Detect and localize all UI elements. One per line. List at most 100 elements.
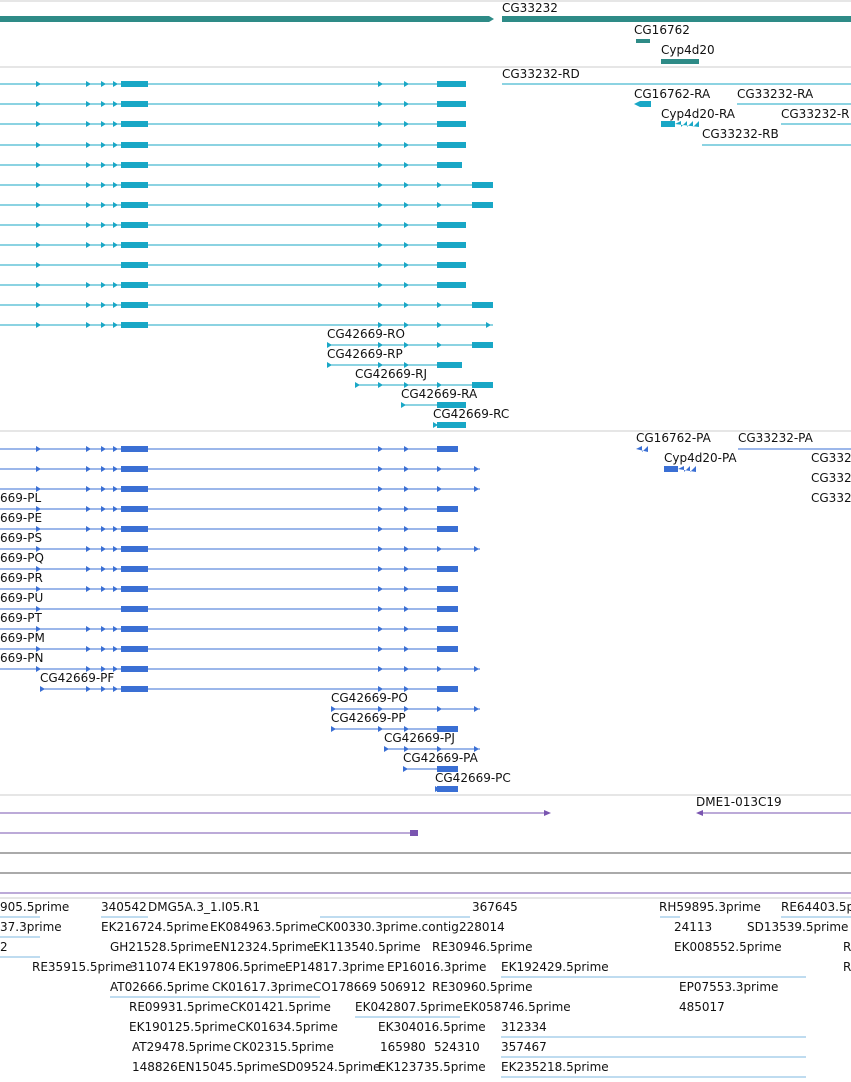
exon-arrow bbox=[327, 342, 332, 348]
exon[interactable] bbox=[437, 526, 458, 532]
feature-label: AT02666.5prime bbox=[110, 980, 209, 994]
exon-arrow bbox=[404, 101, 409, 107]
exon[interactable] bbox=[437, 646, 458, 652]
exon[interactable] bbox=[121, 586, 148, 592]
exon-arrow bbox=[101, 142, 106, 148]
exon-arrow bbox=[378, 282, 383, 288]
feature-label: 311074 bbox=[130, 960, 176, 974]
exon-arrow bbox=[404, 242, 409, 248]
exon-arrow bbox=[634, 101, 640, 107]
feature-label: CG42669-RP bbox=[327, 347, 403, 361]
exon-arrow bbox=[404, 626, 409, 632]
exon[interactable] bbox=[437, 162, 462, 168]
exon-arrow bbox=[404, 466, 409, 472]
exon-arrow bbox=[437, 706, 442, 712]
exon[interactable] bbox=[437, 446, 458, 452]
exon-arrow bbox=[101, 446, 106, 452]
exon[interactable] bbox=[121, 182, 148, 188]
feature-label: EK190125.5prime bbox=[129, 1020, 237, 1034]
exon[interactable] bbox=[437, 222, 466, 228]
exon-arrow bbox=[113, 142, 118, 148]
exon[interactable] bbox=[121, 121, 148, 127]
feature-label: CG33232-RA bbox=[737, 87, 814, 101]
exon[interactable] bbox=[437, 262, 466, 268]
gene-feature[interactable] bbox=[661, 59, 699, 64]
exon-arrow bbox=[404, 342, 409, 348]
exon[interactable] bbox=[121, 242, 148, 248]
exon[interactable] bbox=[472, 302, 493, 308]
transcript-rows[interactable] bbox=[0, 81, 493, 428]
exon[interactable] bbox=[121, 646, 148, 652]
exon-arrow bbox=[404, 202, 409, 208]
exon[interactable] bbox=[437, 402, 466, 408]
exon[interactable] bbox=[437, 121, 466, 127]
exon[interactable] bbox=[472, 342, 493, 348]
exon[interactable] bbox=[472, 382, 493, 388]
gene-feature[interactable] bbox=[636, 39, 650, 43]
feature-label: CG332 bbox=[811, 471, 851, 485]
exon[interactable] bbox=[121, 262, 148, 268]
exon[interactable] bbox=[121, 446, 148, 452]
gene-feature[interactable] bbox=[0, 16, 489, 22]
exon[interactable] bbox=[121, 606, 148, 612]
gene-feature[interactable] bbox=[502, 16, 851, 22]
exon[interactable] bbox=[121, 81, 148, 87]
exon[interactable] bbox=[121, 202, 148, 208]
exon[interactable] bbox=[437, 786, 458, 792]
exon[interactable] bbox=[121, 626, 148, 632]
exon[interactable] bbox=[121, 686, 148, 692]
clone-end[interactable] bbox=[410, 830, 418, 836]
exon[interactable] bbox=[437, 626, 458, 632]
exon[interactable] bbox=[664, 466, 678, 472]
exon[interactable] bbox=[437, 766, 458, 772]
exon[interactable] bbox=[121, 526, 148, 532]
exon[interactable] bbox=[472, 202, 493, 208]
exon[interactable] bbox=[437, 242, 466, 248]
est-features[interactable] bbox=[0, 916, 851, 1078]
exon-arrow bbox=[404, 282, 409, 288]
exon[interactable] bbox=[437, 142, 466, 148]
exon[interactable] bbox=[121, 162, 148, 168]
exon-arrow bbox=[101, 182, 106, 188]
exon-arrow bbox=[36, 586, 41, 592]
exon[interactable] bbox=[437, 422, 466, 428]
feature-label: EK192429.5prime bbox=[501, 960, 609, 974]
feature-label: 2 bbox=[0, 940, 8, 954]
protein-track: CG16762-PA CG33232-PA Cyp4d20-PA CG332 C… bbox=[0, 430, 851, 792]
exon[interactable] bbox=[472, 182, 493, 188]
polypeptide-rows[interactable] bbox=[0, 446, 480, 792]
exon[interactable] bbox=[437, 726, 458, 732]
exon-arrow bbox=[331, 706, 336, 712]
exon[interactable] bbox=[121, 566, 148, 572]
exon[interactable] bbox=[437, 686, 458, 692]
exon[interactable] bbox=[121, 466, 148, 472]
exon[interactable] bbox=[121, 142, 148, 148]
exon[interactable] bbox=[121, 222, 148, 228]
exon[interactable] bbox=[121, 101, 148, 107]
exon-arrow bbox=[113, 586, 118, 592]
exon[interactable] bbox=[121, 666, 148, 672]
exon[interactable] bbox=[121, 322, 148, 328]
exon[interactable] bbox=[640, 101, 651, 107]
exon-arrow bbox=[101, 546, 106, 552]
exon-arrow bbox=[404, 262, 409, 268]
exon-arrow bbox=[378, 162, 383, 168]
exon[interactable] bbox=[121, 302, 148, 308]
exon[interactable] bbox=[437, 282, 466, 288]
exon[interactable] bbox=[437, 81, 466, 87]
exon[interactable] bbox=[437, 101, 466, 107]
exon[interactable] bbox=[121, 486, 148, 492]
feature-label: DME1-013C19 bbox=[696, 795, 782, 809]
exon[interactable] bbox=[437, 506, 458, 512]
exon-arrow bbox=[113, 222, 118, 228]
exon[interactable] bbox=[437, 586, 458, 592]
exon-arrow bbox=[474, 706, 479, 712]
exon[interactable] bbox=[121, 506, 148, 512]
exon[interactable] bbox=[437, 362, 462, 368]
exon[interactable] bbox=[121, 282, 148, 288]
exon[interactable] bbox=[437, 606, 458, 612]
exon-arrow bbox=[86, 586, 91, 592]
exon[interactable] bbox=[661, 121, 675, 127]
exon[interactable] bbox=[437, 566, 458, 572]
exon[interactable] bbox=[121, 546, 148, 552]
